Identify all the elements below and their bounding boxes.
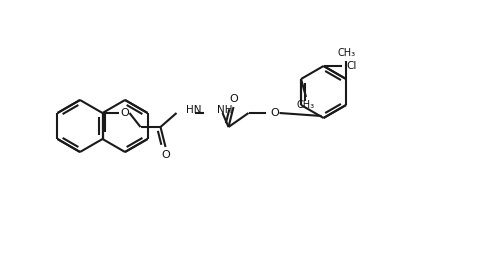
Text: Cl: Cl — [347, 61, 357, 71]
Text: NH: NH — [216, 105, 232, 115]
Text: CH₃: CH₃ — [297, 100, 315, 110]
Text: O: O — [270, 108, 279, 118]
Text: O: O — [161, 150, 170, 160]
Text: O: O — [229, 94, 238, 104]
Text: HN: HN — [185, 105, 201, 115]
Text: CH₃: CH₃ — [337, 48, 355, 58]
Text: O: O — [120, 108, 129, 118]
